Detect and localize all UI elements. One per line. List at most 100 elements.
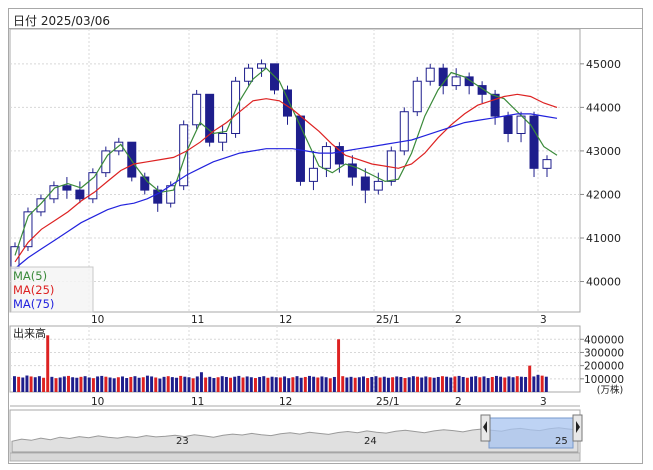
volume-bar: [21, 377, 25, 392]
volume-bar: [287, 378, 291, 392]
candle-down: [360, 176, 370, 191]
volume-bar: [116, 377, 120, 392]
volume-bar: [312, 376, 316, 392]
volume-bar: [25, 375, 29, 392]
volume-bar: [399, 376, 403, 392]
volume-bar: [270, 376, 274, 392]
candle-down: [62, 185, 72, 191]
volume-bar: [482, 376, 486, 392]
volume-bar: [191, 378, 195, 392]
candle-down: [75, 189, 85, 200]
candle-up: [192, 93, 202, 126]
price-tick-label: 44000: [586, 101, 621, 114]
volume-bar: [320, 376, 324, 392]
volume-bar: [13, 376, 16, 392]
volume-bar: [175, 377, 179, 392]
volume-bar: [536, 374, 540, 392]
volume-bar: [96, 376, 100, 392]
volume-bar: [170, 377, 174, 392]
volume-bar: [341, 376, 345, 392]
volume-bar: [54, 378, 58, 392]
candle-down: [464, 76, 474, 87]
price-tick-label: 42000: [586, 188, 621, 201]
volume-bar: [262, 376, 266, 392]
volume-bar: [166, 376, 170, 392]
volume-bar: [42, 377, 46, 392]
volume-bar: [366, 378, 370, 392]
volume-bar: [486, 378, 490, 392]
volume-x-label: 10: [91, 396, 104, 408]
volume-bar: [183, 376, 187, 392]
volume-bar: [67, 375, 70, 392]
volume-bar: [112, 378, 116, 392]
volume-bar: [233, 376, 237, 392]
volume-bar: [141, 377, 145, 392]
volume-bar: [370, 376, 374, 392]
volume-x-label: 25/1: [376, 396, 400, 408]
volume-bar: [345, 377, 349, 392]
volume-bar: [133, 376, 137, 392]
volume-bar: [303, 376, 307, 392]
volume-bar: [395, 376, 399, 392]
volume-bar: [511, 377, 515, 392]
volume-tick-label: 300000: [584, 347, 624, 359]
volume-bar: [179, 375, 183, 392]
volume-bar: [137, 377, 141, 392]
price-panel-border: [9, 28, 581, 313]
volume-bar: [382, 376, 386, 392]
volume-bar: [220, 376, 224, 392]
legend-entry: MA(25): [13, 283, 54, 297]
volume-bar: [324, 377, 328, 392]
price-x-label: 11: [191, 314, 204, 326]
volume-bar: [461, 376, 465, 392]
volume-bar: [150, 376, 154, 392]
volume-bar: [79, 376, 83, 392]
candle-up: [373, 180, 383, 191]
volume-x-label: 11: [191, 396, 204, 408]
volume-bar: [58, 377, 62, 392]
volume-bar: [540, 375, 544, 392]
volume-unit: (万株): [597, 384, 623, 396]
volume-bar: [349, 376, 353, 392]
price-x-label: 12: [279, 314, 292, 326]
volume-bar: [87, 377, 91, 392]
volume-bar: [478, 377, 482, 392]
volume-bar: [507, 376, 511, 392]
volume-bar: [204, 377, 208, 392]
candle-down: [490, 93, 500, 117]
volume-bar: [237, 375, 241, 392]
volume-bar: [453, 376, 457, 392]
price-tick-label: 41000: [586, 232, 621, 245]
candle-up: [308, 167, 318, 182]
volume-bar: [33, 377, 37, 392]
navigator-x-label: 23: [176, 436, 189, 447]
stock-chart[interactable]: 45000 44000 43000 42000 41000 40000 10 11 12 25/1…: [9, 9, 642, 463]
volume-bar: [108, 377, 112, 392]
price-x-label: 25/1: [376, 314, 400, 326]
price-tick-label: 45000: [586, 58, 621, 71]
legend-entry: MA(75): [13, 297, 54, 311]
volume-tick-label: 400000: [584, 334, 624, 346]
volume-bar: [121, 376, 124, 392]
candle-up: [179, 124, 189, 187]
ma5-line: [14, 67, 558, 256]
chevron-left-icon: [483, 421, 487, 433]
volume-bar: [391, 377, 395, 392]
volume-bar: [515, 376, 519, 392]
volume-bar: [436, 376, 440, 392]
volume-bar: [449, 377, 453, 392]
volume-bar: [195, 376, 199, 392]
volume-bar: [91, 378, 95, 392]
volume-bar: [519, 376, 523, 392]
candle-up: [425, 67, 435, 82]
candle-up: [257, 63, 267, 69]
volume-bar: [328, 378, 332, 392]
volume-bar: [83, 376, 87, 392]
volume-bar: [403, 378, 407, 392]
ma25-line: [14, 93, 558, 263]
candle-up: [101, 150, 111, 174]
volume-bar: [249, 377, 253, 392]
volume-bar: [528, 365, 532, 392]
volume-bar: [308, 375, 311, 392]
volume-bar: [532, 376, 536, 392]
